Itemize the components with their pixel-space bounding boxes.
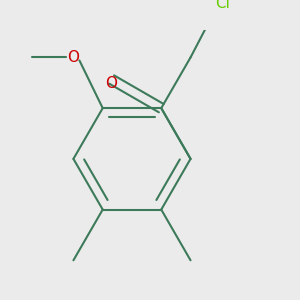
Text: Cl: Cl <box>215 0 230 11</box>
Text: O: O <box>105 76 117 91</box>
Text: O: O <box>68 50 80 65</box>
